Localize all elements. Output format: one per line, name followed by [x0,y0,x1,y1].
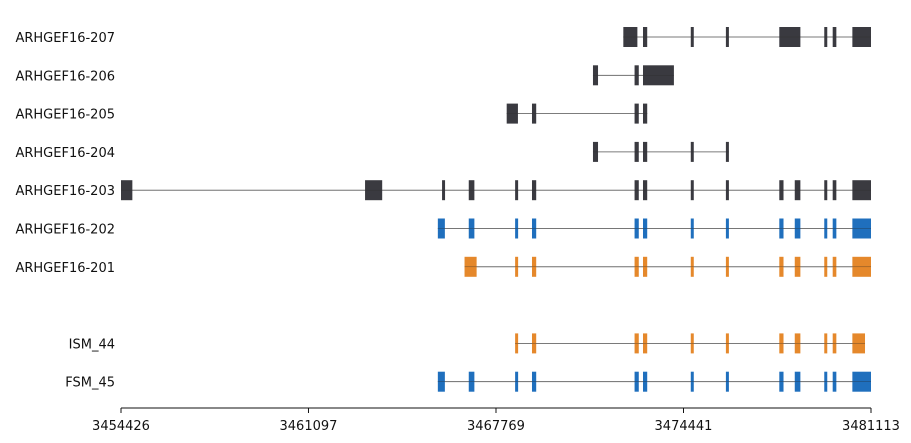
transcript-row: ARHGEF16-202 [15,218,871,239]
transcript-tracks: ARHGEF16-207 ARHGEF16-206 ARHGEF16-205 ARHG… [15,27,871,392]
transcript-label: ARHGEF16-202 [15,223,115,238]
x-tick-label: 3454426 [92,419,150,434]
x-tick-label: 3474441 [655,419,713,434]
transcript-row: ARHGEF16-207 [15,27,871,47]
transcript-label: ARHGEF16-204 [15,146,115,161]
x-axis: 3454426 3461097 3467769 3474441 3481113 [92,407,900,434]
x-tick-label: 3467769 [467,419,525,434]
x-tick-label: 3461097 [280,419,338,434]
transcript-row: ARHGEF16-203 [15,180,871,201]
transcript-label: ARHGEF16-203 [15,184,115,199]
transcript-row: ARHGEF16-205 [15,103,648,124]
transcript-label: ARHGEF16-201 [15,261,115,276]
x-tick-label: 3481113 [842,419,900,434]
transcript-label: ISM_44 [69,337,115,352]
transcript-row: ARHGEF16-204 [15,141,729,162]
transcript-label: ARHGEF16-206 [15,69,115,84]
transcript-label: ARHGEF16-205 [15,108,115,123]
transcript-row: ARHGEF16-201 [15,256,871,277]
transcript-row: ARHGEF16-206 [15,65,674,86]
transcript-label: FSM_45 [65,376,115,391]
transcript-label: ARHGEF16-207 [15,31,115,46]
transcript-row: FSM_45 [65,371,871,392]
transcript-row: ISM_44 [69,333,866,354]
